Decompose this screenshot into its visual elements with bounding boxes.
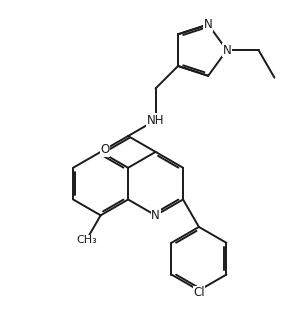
Text: CH₃: CH₃	[77, 235, 98, 245]
Text: NH: NH	[147, 114, 164, 127]
Text: O: O	[100, 143, 109, 156]
Text: N: N	[222, 44, 231, 57]
Text: Cl: Cl	[193, 287, 205, 300]
Text: N: N	[204, 18, 213, 31]
Text: N: N	[151, 209, 160, 222]
